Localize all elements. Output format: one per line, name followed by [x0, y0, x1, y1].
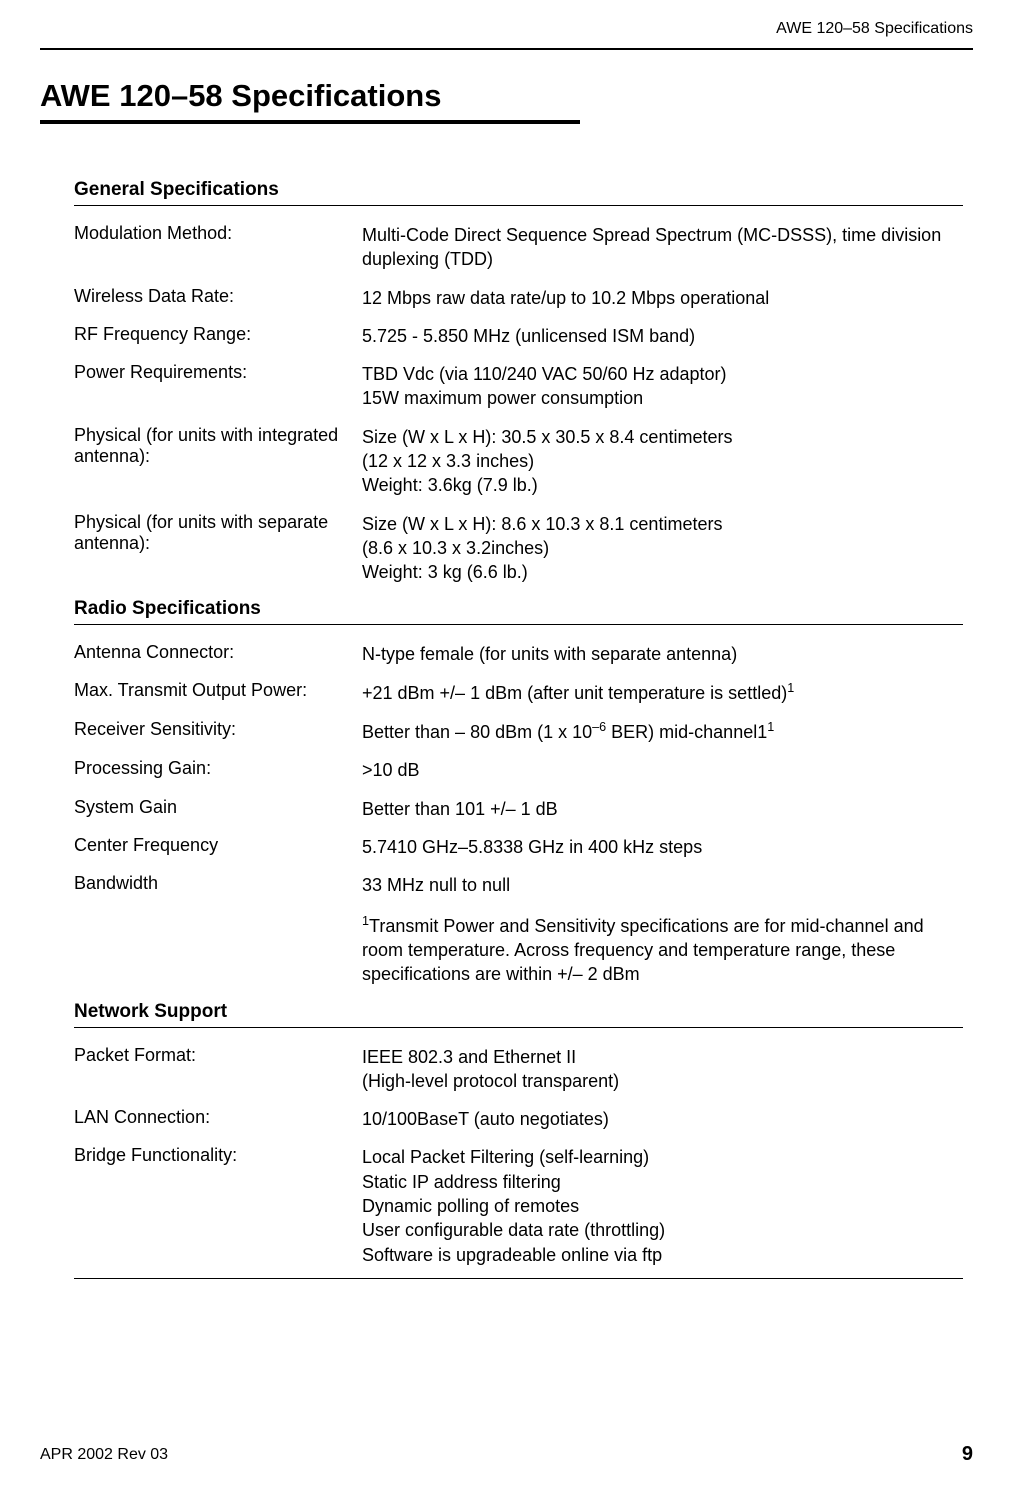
spec-label: Wireless Data Rate:: [74, 286, 362, 307]
spec-row: Center Frequency 5.7410 GHz–5.8338 GHz i…: [74, 828, 963, 866]
page-number: 9: [962, 1443, 973, 1466]
spec-row: Packet Format: IEEE 802.3 and Ethernet I…: [74, 1038, 963, 1101]
spec-value: Multi-Code Direct Sequence Spread Spectr…: [362, 223, 963, 272]
revision-text: APR 2002 Rev 03: [40, 1446, 168, 1464]
spec-line: TBD Vdc (via 110/240 VAC 50/60 Hz adapto…: [362, 362, 963, 386]
spec-label: Physical (for units with separate antenn…: [74, 512, 362, 554]
footnote-marker: 1: [362, 914, 369, 928]
content-area: General Specifications Modulation Method…: [40, 179, 973, 1279]
spec-line: Local Packet Filtering (self-learning): [362, 1145, 963, 1169]
section-end-rule: [74, 1278, 963, 1279]
spec-row: Antenna Connector: N-type female (for un…: [74, 635, 963, 673]
spec-row: Bandwidth 33 MHz null to null: [74, 866, 963, 904]
spec-row: Physical (for units with integrated ante…: [74, 418, 963, 505]
spec-line: Dynamic polling of remotes: [362, 1194, 963, 1218]
spec-label: Packet Format:: [74, 1045, 362, 1066]
spec-row: Max. Transmit Output Power: +21 dBm +/– …: [74, 673, 963, 712]
section-header-radio: Radio Specifications: [74, 598, 963, 625]
spec-label: Receiver Sensitivity:: [74, 719, 362, 740]
spec-value: 5.7410 GHz–5.8338 GHz in 400 kHz steps: [362, 835, 963, 859]
spec-row: Processing Gain: >10 dB: [74, 751, 963, 789]
spec-line: Size (W x L x H): 30.5 x 30.5 x 8.4 cent…: [362, 425, 963, 449]
section-header-network: Network Support: [74, 1001, 963, 1028]
spec-value: TBD Vdc (via 110/240 VAC 50/60 Hz adapto…: [362, 362, 963, 411]
spec-row: System Gain Better than 101 +/– 1 dB: [74, 790, 963, 828]
spec-text: BER) mid-channel1: [606, 722, 767, 742]
spec-label: Max. Transmit Output Power:: [74, 680, 362, 701]
spec-label: LAN Connection:: [74, 1107, 362, 1128]
spec-row: LAN Connection: 10/100BaseT (auto negoti…: [74, 1100, 963, 1138]
spec-line: Software is upgradeable online via ftp: [362, 1243, 963, 1267]
footnote-ref: 1: [767, 720, 774, 734]
spec-value: +21 dBm +/– 1 dBm (after unit temperatur…: [362, 680, 963, 705]
spec-label: Processing Gain:: [74, 758, 362, 779]
spec-value: Size (W x L x H): 8.6 x 10.3 x 8.1 centi…: [362, 512, 963, 585]
footnote-row: 1Transmit Power and Sensitivity specific…: [74, 905, 963, 995]
page-title: AWE 120–58 Specifications: [40, 78, 973, 114]
spec-label: RF Frequency Range:: [74, 324, 362, 345]
spec-value: 33 MHz null to null: [362, 873, 963, 897]
spec-line: Size (W x L x H): 8.6 x 10.3 x 8.1 centi…: [362, 512, 963, 536]
spec-line: (High-level protocol transparent): [362, 1069, 963, 1093]
spec-line: Weight: 3.6kg (7.9 lb.): [362, 473, 963, 497]
section-header-general: General Specifications: [74, 179, 963, 206]
spec-label: Power Requirements:: [74, 362, 362, 383]
spec-row: Modulation Method: Multi-Code Direct Seq…: [74, 216, 963, 279]
spec-line: IEEE 802.3 and Ethernet II: [362, 1045, 963, 1069]
spec-row: Physical (for units with separate antenn…: [74, 505, 963, 592]
spec-row: Wireless Data Rate: 12 Mbps raw data rat…: [74, 279, 963, 317]
page-footer: APR 2002 Rev 03 9: [40, 1443, 973, 1466]
spec-value: N-type female (for units with separate a…: [362, 642, 963, 666]
spec-row: Bridge Functionality: Local Packet Filte…: [74, 1138, 963, 1273]
spec-label: Modulation Method:: [74, 223, 362, 244]
spec-value: Better than – 80 dBm (1 x 10–6 BER) mid-…: [362, 719, 963, 744]
top-rule: [40, 48, 973, 50]
spec-line: (12 x 12 x 3.3 inches): [362, 449, 963, 473]
spec-label: Center Frequency: [74, 835, 362, 856]
spec-text: +21 dBm +/– 1 dBm (after unit temperatur…: [362, 683, 787, 703]
spec-text: Better than – 80 dBm (1 x 10: [362, 722, 592, 742]
footnote-body: Transmit Power and Sensitivity specifica…: [362, 916, 924, 985]
spec-label: Antenna Connector:: [74, 642, 362, 663]
spec-value: 12 Mbps raw data rate/up to 10.2 Mbps op…: [362, 286, 963, 310]
spec-value: >10 dB: [362, 758, 963, 782]
spec-label: Bandwidth: [74, 873, 362, 894]
spec-line: (8.6 x 10.3 x 3.2inches): [362, 536, 963, 560]
footnote-ref: 1: [787, 681, 794, 695]
spec-line: 15W maximum power consumption: [362, 386, 963, 410]
footnote-text: 1Transmit Power and Sensitivity specific…: [362, 913, 963, 987]
spec-value: Local Packet Filtering (self-learning) S…: [362, 1145, 963, 1266]
spec-value: Better than 101 +/– 1 dB: [362, 797, 963, 821]
spec-line: Static IP address filtering: [362, 1170, 963, 1194]
running-head: AWE 120–58 Specifications: [40, 20, 973, 38]
spec-value: IEEE 802.3 and Ethernet II (High-level p…: [362, 1045, 963, 1094]
spec-label: System Gain: [74, 797, 362, 818]
spec-row: Receiver Sensitivity: Better than – 80 d…: [74, 712, 963, 751]
title-underline: [40, 120, 580, 124]
spec-row: RF Frequency Range: 5.725 - 5.850 MHz (u…: [74, 317, 963, 355]
spec-row: Power Requirements: TBD Vdc (via 110/240…: [74, 355, 963, 418]
spec-line: Weight: 3 kg (6.6 lb.): [362, 560, 963, 584]
spec-value: 10/100BaseT (auto negotiates): [362, 1107, 963, 1131]
spec-value: Size (W x L x H): 30.5 x 30.5 x 8.4 cent…: [362, 425, 963, 498]
spec-label: Physical (for units with integrated ante…: [74, 425, 362, 467]
spec-value: 5.725 - 5.850 MHz (unlicensed ISM band): [362, 324, 963, 348]
footnote-spacer: [74, 913, 362, 987]
exponent: –6: [592, 720, 606, 734]
spec-line: User configurable data rate (throttling): [362, 1218, 963, 1242]
spec-label: Bridge Functionality:: [74, 1145, 362, 1166]
